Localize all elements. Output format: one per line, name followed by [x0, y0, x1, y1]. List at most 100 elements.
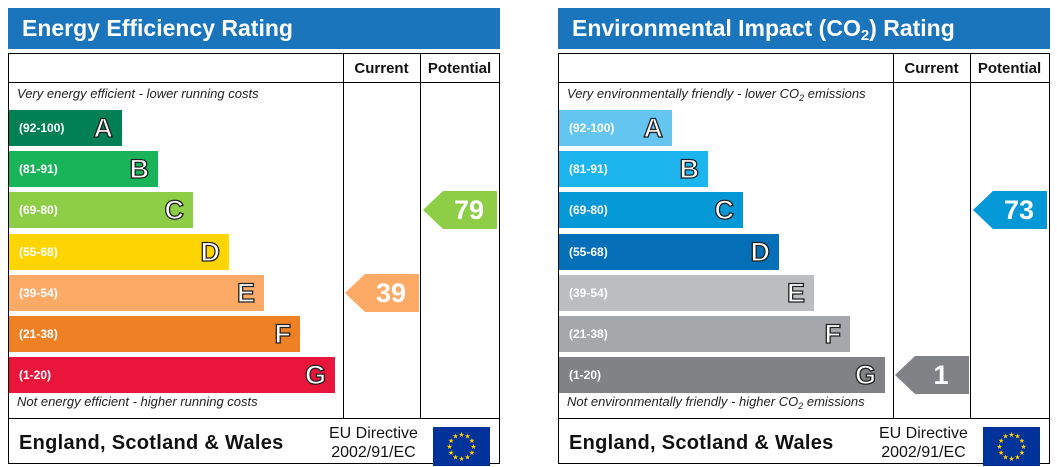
svg-text:★: ★ — [1014, 433, 1020, 441]
band-range: (39-54) — [19, 285, 58, 300]
svg-text:★: ★ — [452, 453, 458, 461]
band-letter: B — [679, 154, 700, 185]
band-range: (1-20) — [19, 368, 52, 383]
arrow-shape — [895, 356, 969, 395]
svg-text:★: ★ — [448, 437, 454, 445]
band-letter: C — [164, 195, 185, 226]
svg-text:★: ★ — [1008, 431, 1014, 439]
svg-text:★: ★ — [1019, 437, 1025, 445]
environmental-impact-chart: Environmental Impact (CO2) Rating Curren… — [558, 8, 1050, 466]
arrow-shape — [973, 191, 1047, 230]
band-range: (69-80) — [569, 203, 608, 218]
rating-band-a: (92-100) A — [9, 110, 122, 146]
svg-text:★: ★ — [469, 449, 475, 457]
band-range: (55-68) — [569, 244, 608, 259]
svg-text:★: ★ — [1014, 453, 1020, 461]
band-letter: F — [274, 318, 292, 349]
potential-rating-arrow: 73 — [973, 191, 1047, 230]
band-letter: E — [786, 277, 805, 308]
band-range: (1-20) — [569, 368, 602, 383]
energy-efficiency-chart: Energy Efficiency Rating Current Potenti… — [8, 8, 500, 466]
eu-directive: EU Directive 2002/91/EC — [329, 424, 418, 462]
column-header-current: Current — [354, 60, 409, 77]
eu-directive-line1: EU Directive — [879, 425, 968, 442]
rating-band-a: (92-100) A — [559, 110, 672, 146]
svg-text:★: ★ — [469, 437, 475, 445]
chart-frame: Current Potential Very energy efficient … — [8, 53, 500, 466]
band-letter: D — [200, 236, 221, 267]
svg-text:★: ★ — [996, 443, 1002, 451]
svg-text:★: ★ — [998, 449, 1004, 457]
svg-text:★: ★ — [1002, 433, 1008, 441]
band-range: (92-100) — [19, 121, 65, 135]
rating-band-c: (69-80) C — [9, 192, 193, 229]
chart-frame: Current Potential Very environmentally f… — [558, 53, 1050, 466]
divider — [9, 418, 499, 419]
rating-band-b: (81-91) B — [559, 151, 708, 188]
svg-text:★: ★ — [452, 433, 458, 441]
potential-rating-value: 79 — [453, 195, 485, 226]
band-letter: G — [854, 360, 876, 391]
divider — [893, 54, 894, 418]
band-range: (39-54) — [569, 285, 608, 300]
divider — [970, 54, 971, 418]
rating-band-e: (39-54) E — [9, 274, 264, 311]
rating-band-d: (55-68) D — [559, 233, 779, 270]
bottom-note: Not energy efficient - higher running co… — [17, 394, 258, 409]
divider — [559, 418, 1049, 419]
potential-rating-value: 73 — [1003, 195, 1035, 226]
eu-directive-line1: EU Directive — [329, 425, 418, 442]
svg-text:★: ★ — [446, 443, 452, 451]
rating-band-e: (39-54) E — [559, 274, 814, 311]
band-letter: F — [824, 318, 842, 349]
rating-band-f: (21-38) F — [559, 316, 850, 352]
eu-flag-icon: ★★★★★★★★★ ★ ★★ — [983, 427, 1040, 466]
band-range: (69-80) — [19, 203, 58, 218]
footer-country: England, Scotland & Wales — [569, 432, 834, 454]
band-letter: A — [643, 112, 664, 143]
eu-flag-icon: ★★★★★★★★★ ★ ★★ — [433, 427, 490, 466]
svg-text:★: ★ — [1008, 455, 1014, 463]
current-rating-arrow: 1 — [895, 356, 969, 395]
band-letter: G — [304, 360, 326, 391]
band-range: (21-38) — [19, 327, 58, 341]
svg-text:★: ★ — [470, 443, 476, 451]
rating-band-c: (69-80) C — [559, 192, 743, 229]
chart-title: Energy Efficiency Rating — [8, 8, 500, 49]
current-rating-value: 39 — [375, 277, 407, 308]
rating-band-f: (21-38) F — [9, 316, 300, 352]
band-range: (55-68) — [19, 244, 58, 259]
chart-title: Environmental Impact (CO2) Rating — [558, 8, 1050, 49]
band-range: (81-91) — [19, 162, 58, 177]
svg-text:★: ★ — [464, 433, 470, 441]
eu-directive: EU Directive 2002/91/EC — [879, 424, 968, 462]
rating-band-g: (1-20) G — [9, 357, 335, 394]
rating-band-d: (55-68) D — [9, 233, 229, 270]
top-note: Very environmentally friendly - lower CO… — [567, 86, 866, 103]
rating-band-g: (1-20) G — [559, 357, 885, 394]
rating-band-b: (81-91) B — [9, 151, 158, 188]
column-header-potential: Potential — [427, 60, 492, 77]
band-letter: E — [236, 277, 255, 308]
arrow-shape — [345, 273, 419, 312]
band-range: (21-38) — [569, 327, 608, 341]
footer-country: England, Scotland & Wales — [19, 432, 284, 454]
band-range: (81-91) — [569, 162, 608, 177]
current-rating-value: 1 — [933, 360, 949, 391]
band-letter: D — [750, 236, 771, 267]
band-letter: A — [93, 112, 114, 143]
divider — [343, 54, 344, 418]
band-letter: B — [129, 154, 150, 185]
svg-text:★: ★ — [464, 453, 470, 461]
band-range: (92-100) — [569, 121, 615, 135]
svg-text:★: ★ — [458, 431, 464, 439]
svg-text:★: ★ — [448, 449, 454, 457]
svg-text:★: ★ — [998, 437, 1004, 445]
current-rating-arrow: 39 — [345, 273, 419, 312]
band-letter: C — [714, 195, 735, 226]
top-note: Very energy efficient - lower running co… — [17, 86, 259, 101]
divider — [420, 54, 421, 418]
potential-rating-arrow: 79 — [423, 191, 497, 230]
svg-text:★: ★ — [458, 455, 464, 463]
column-header-current: Current — [904, 60, 959, 77]
